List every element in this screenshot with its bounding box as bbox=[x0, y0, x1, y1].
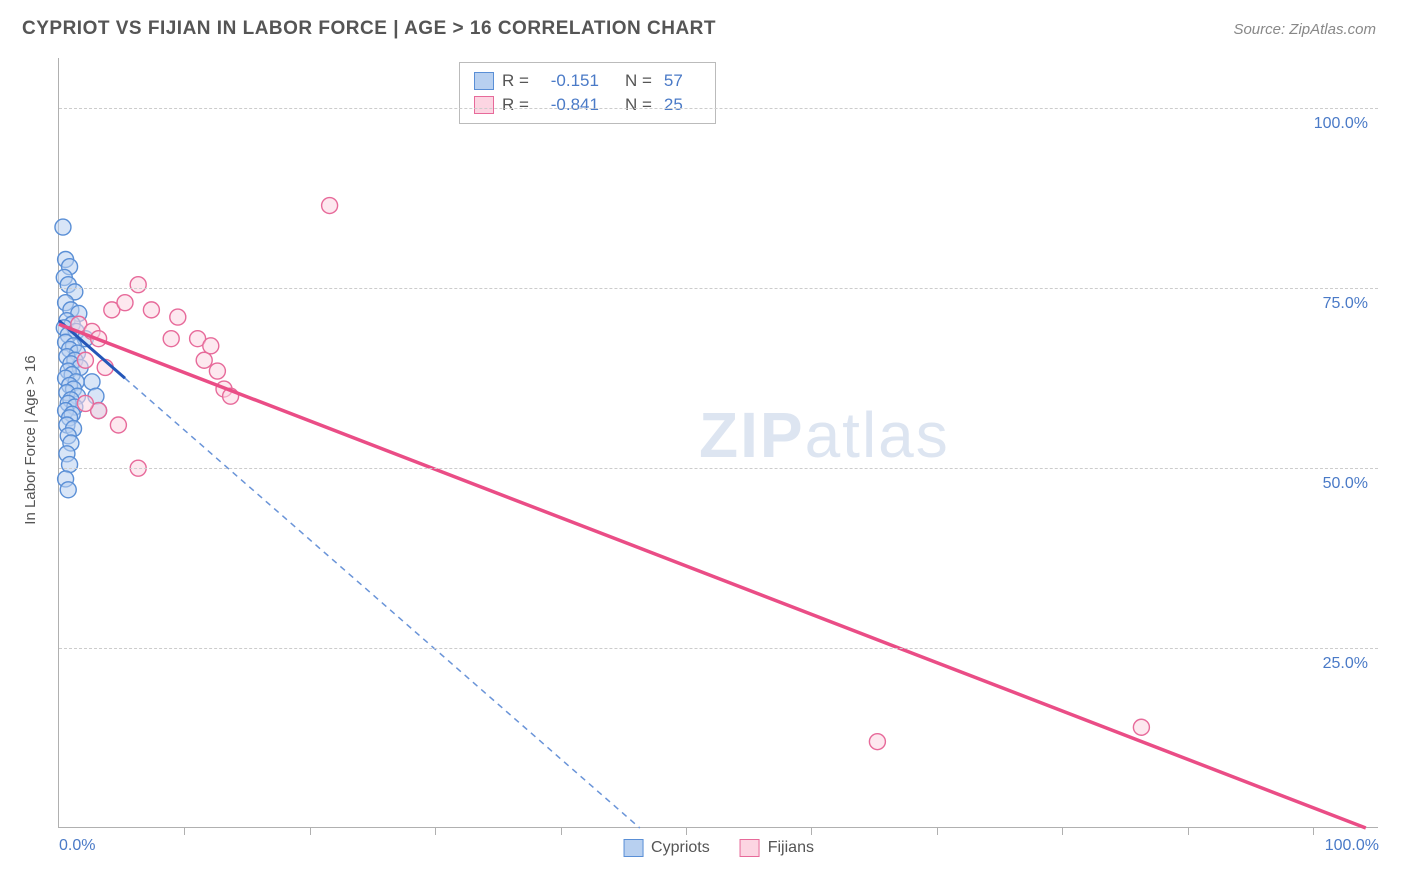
chart-title: CYPRIOT VS FIJIAN IN LABOR FORCE | AGE >… bbox=[22, 18, 716, 40]
x-tick-mark bbox=[937, 827, 938, 835]
y-axis-label: In Labor Force | Age > 16 bbox=[22, 355, 39, 524]
cypriots-extrapolation bbox=[125, 378, 640, 828]
legend-swatch bbox=[474, 72, 494, 90]
x-tick-mark bbox=[310, 827, 311, 835]
x-tick-mark bbox=[1313, 827, 1314, 835]
r-label: R = bbox=[502, 71, 529, 91]
legend-label: Fijians bbox=[768, 839, 814, 857]
legend-swatch bbox=[740, 839, 760, 857]
y-tick-label: 25.0% bbox=[1323, 655, 1368, 673]
scatter-point bbox=[170, 309, 186, 325]
scatter-point bbox=[196, 352, 212, 368]
scatter-point bbox=[77, 395, 93, 411]
scatter-point bbox=[55, 219, 71, 235]
legend-label: Cypriots bbox=[651, 839, 710, 857]
n-label: N = bbox=[625, 71, 652, 91]
scatter-point bbox=[62, 457, 78, 473]
scatter-point bbox=[84, 374, 100, 390]
y-tick-label: 75.0% bbox=[1323, 295, 1368, 313]
scatter-point bbox=[1133, 719, 1149, 735]
gridline-h bbox=[59, 108, 1378, 109]
x-tick-mark bbox=[435, 827, 436, 835]
legend-swatch bbox=[474, 96, 494, 114]
scatter-point bbox=[110, 417, 126, 433]
chart-svg bbox=[59, 58, 1378, 827]
r-label: R = bbox=[502, 95, 529, 115]
n-value: 25 bbox=[664, 95, 683, 115]
y-tick-label: 50.0% bbox=[1323, 475, 1368, 493]
x-tick-mark bbox=[561, 827, 562, 835]
gridline-h bbox=[59, 288, 1378, 289]
chart-plot-area: ZIPatlas R =-0.151N =57R =-0.841N =25 Cy… bbox=[58, 58, 1378, 828]
scatter-point bbox=[60, 482, 76, 498]
x-tick-label-left: 0.0% bbox=[59, 837, 95, 855]
x-tick-mark bbox=[1062, 827, 1063, 835]
gridline-h bbox=[59, 468, 1378, 469]
scatter-point bbox=[203, 338, 219, 354]
scatter-point bbox=[209, 363, 225, 379]
x-tick-mark bbox=[184, 827, 185, 835]
header: CYPRIOT VS FIJIAN IN LABOR FORCE | AGE >… bbox=[0, 0, 1406, 50]
legend-item: Fijians bbox=[740, 839, 814, 857]
source-label: Source: ZipAtlas.com bbox=[1233, 21, 1376, 38]
stats-row: R = -0.151 N = 57 bbox=[474, 69, 701, 93]
x-tick-mark bbox=[686, 827, 687, 835]
scatter-point bbox=[143, 302, 159, 318]
r-value: -0.151 bbox=[541, 71, 599, 91]
x-tick-label-right: 100.0% bbox=[1325, 837, 1379, 855]
legend-bottom: Cypriots Fijians bbox=[623, 839, 814, 857]
stats-legend-box: R = -0.151 N = 57 R = -0.841 N = 25 bbox=[459, 62, 716, 124]
scatter-point bbox=[130, 277, 146, 293]
stats-row: R = -0.841 N = 25 bbox=[474, 93, 701, 117]
fijians-line bbox=[59, 324, 1366, 828]
legend-swatch bbox=[623, 839, 643, 857]
n-label: N = bbox=[625, 95, 652, 115]
scatter-point bbox=[322, 198, 338, 214]
n-value: 57 bbox=[664, 71, 683, 91]
r-value: -0.841 bbox=[541, 95, 599, 115]
scatter-point bbox=[117, 295, 133, 311]
y-tick-label: 100.0% bbox=[1314, 115, 1368, 133]
x-tick-mark bbox=[811, 827, 812, 835]
scatter-point bbox=[869, 734, 885, 750]
scatter-point bbox=[163, 331, 179, 347]
scatter-point bbox=[77, 352, 93, 368]
legend-item: Cypriots bbox=[623, 839, 710, 857]
gridline-h bbox=[59, 648, 1378, 649]
x-tick-mark bbox=[1188, 827, 1189, 835]
